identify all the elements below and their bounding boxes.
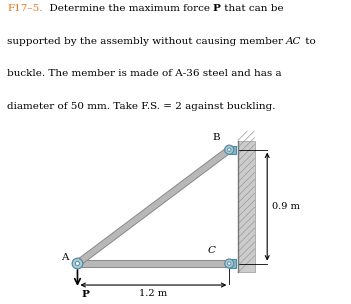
Circle shape [225,145,234,154]
Polygon shape [78,260,229,267]
Text: that can be: that can be [221,4,283,13]
Text: B: B [213,133,220,142]
Text: A: A [61,253,69,262]
Polygon shape [229,259,236,268]
Text: supported by the assembly without causing member: supported by the assembly without causin… [7,36,286,46]
Polygon shape [75,147,231,266]
Text: F17–5.: F17–5. [7,4,42,13]
Circle shape [227,148,231,151]
Text: C: C [207,246,216,255]
Circle shape [225,259,234,268]
Circle shape [75,261,79,266]
Circle shape [72,258,83,269]
Text: 1.2 m: 1.2 m [139,289,167,298]
Polygon shape [238,141,254,272]
Polygon shape [229,146,236,154]
Text: P: P [213,4,221,13]
Text: buckle. The member is made of A-36 steel and has a: buckle. The member is made of A-36 steel… [7,69,282,78]
Text: Determine the maximum force: Determine the maximum force [42,4,213,13]
Text: diameter of 50 mm. Take F.S. = 2 against buckling.: diameter of 50 mm. Take F.S. = 2 against… [7,102,276,111]
Circle shape [227,262,231,265]
Text: P: P [81,290,89,299]
Text: to: to [302,36,316,46]
Text: AC: AC [286,36,302,46]
Text: 0.9 m: 0.9 m [272,202,300,211]
